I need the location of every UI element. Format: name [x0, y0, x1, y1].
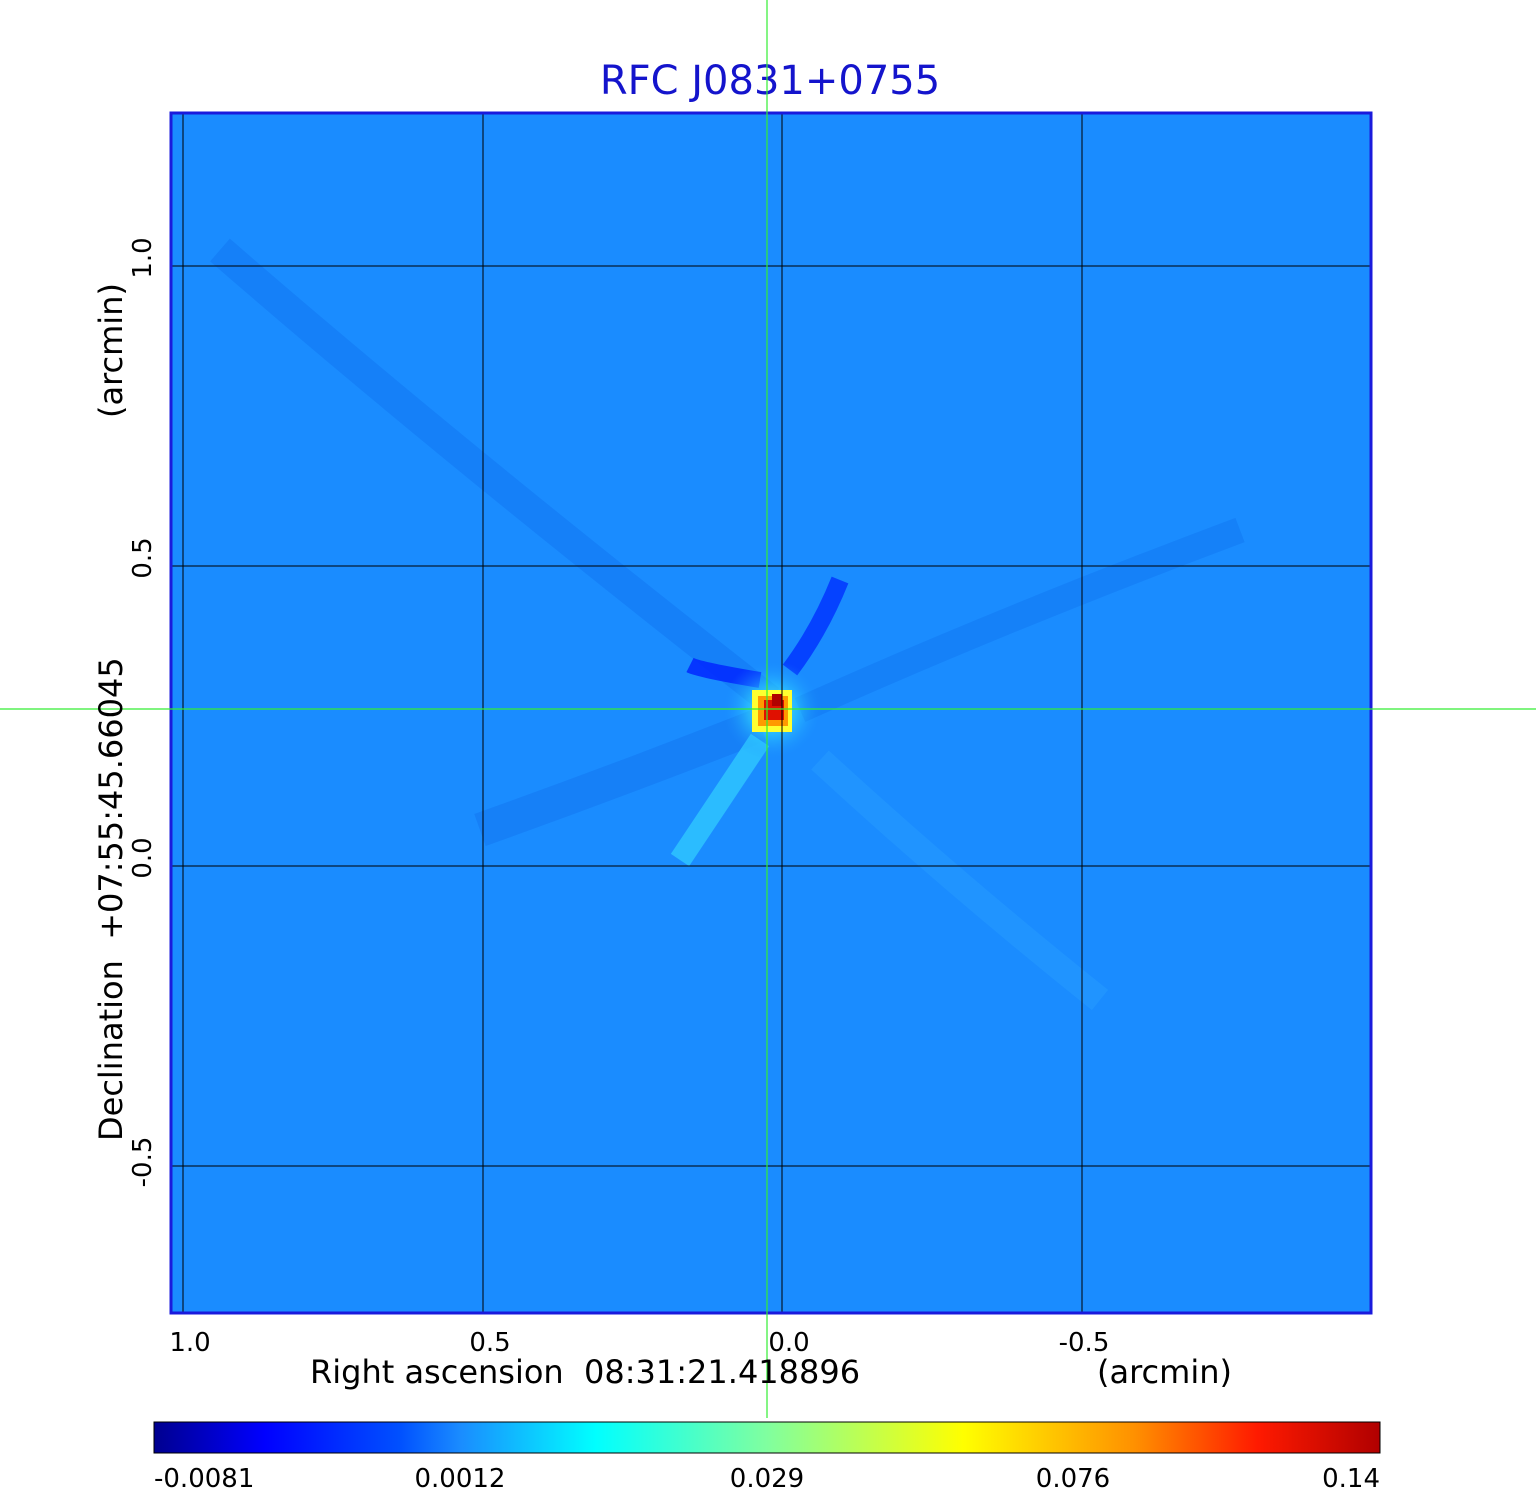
y-axis-unit: (arcmin) — [92, 283, 130, 418]
colorbar-tick-label: 0.14 — [1322, 1464, 1380, 1494]
x-tick-label: 1.0 — [169, 1328, 210, 1358]
colorbar-tick-label: 0.076 — [1036, 1464, 1110, 1494]
map-structure — [210, 238, 1245, 1011]
x-axis-unit: (arcmin) — [1097, 1353, 1232, 1391]
sidelobe-arm — [811, 750, 1109, 1011]
colorbar-tick-label: -0.0081 — [154, 1464, 254, 1494]
colorbar-tick-label: 0.0012 — [415, 1464, 506, 1494]
colorbar-tick-label: 0.029 — [730, 1464, 804, 1494]
crosshair — [0, 0, 1536, 1418]
source-core — [772, 694, 782, 706]
grid-lines — [171, 113, 1371, 1313]
chart-title: RFC J0831+0755 — [600, 58, 940, 104]
x-axis-label: Right ascension 08:31:21.418896 — [310, 1353, 860, 1391]
sidelobe-arm — [210, 238, 780, 712]
plot-area — [169, 111, 1373, 1315]
y-tick-label: 1.0 — [128, 237, 158, 278]
colorbar-gradient — [153, 1421, 1381, 1454]
sidelobe-arm — [794, 517, 1245, 722]
x-tick-label: 0.0 — [768, 1328, 809, 1358]
y-tick-label: 0.0 — [128, 837, 158, 878]
y-axis-label: Declination +07:55:45.66045 — [92, 657, 130, 1141]
x-tick-label: -0.5 — [1059, 1328, 1110, 1358]
colorbar: -0.0081 0.0012 0.029 0.076 0.14 — [153, 1421, 1381, 1494]
x-tick-label: 0.5 — [469, 1328, 510, 1358]
y-tick-label: -0.5 — [128, 1137, 158, 1188]
y-tick-label: 0.5 — [128, 537, 158, 578]
sidelobe-arm — [474, 709, 767, 847]
plot-frame — [169, 111, 1373, 1315]
sidelobe-arm — [782, 576, 849, 676]
